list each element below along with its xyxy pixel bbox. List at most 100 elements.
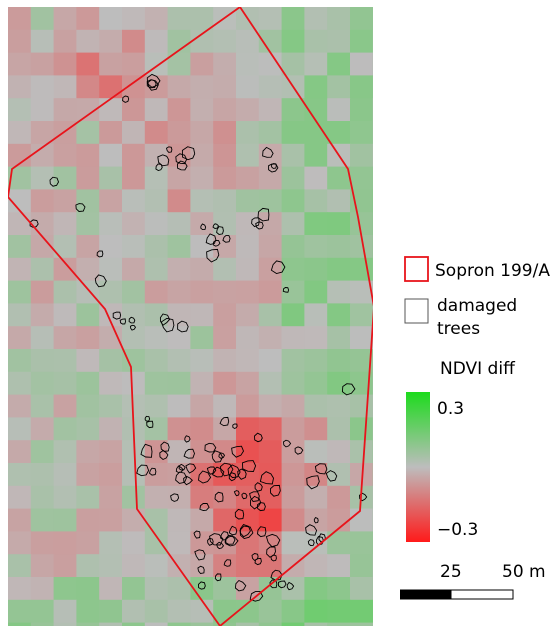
ndvi-raster-cell <box>144 29 169 54</box>
damaged-tree-outline <box>177 320 189 333</box>
damaged-tree-outline <box>218 452 226 459</box>
ndvi-raster-cell <box>327 577 351 601</box>
damaged-tree-outline <box>207 537 214 546</box>
ndvi-raster-cell <box>258 599 283 624</box>
ndvi-raster-cell <box>258 75 283 99</box>
damaged-tree-outline <box>266 546 276 558</box>
ndvi-raster-cell <box>236 463 260 487</box>
ndvi-raster-cell <box>30 417 55 441</box>
damaged-tree-outline <box>313 517 319 524</box>
ndvi-raster-cell <box>53 98 77 122</box>
ndvi-raster-cell <box>76 417 100 441</box>
ndvi-raster-cell <box>167 189 191 213</box>
ndvi-raster-cell <box>304 7 328 31</box>
ndvi-raster-cell <box>99 75 123 99</box>
ndvi-raster-cell <box>327 98 351 122</box>
ndvi-raster-cell <box>76 508 100 532</box>
ndvi-raster-cell <box>144 303 169 327</box>
ndvi-raster-cell <box>30 371 55 396</box>
damaged-tree-outline <box>146 420 154 429</box>
damaged-tree-outline <box>212 466 225 478</box>
ndvi-raster-cell <box>281 189 305 213</box>
ndvi-raster-cell <box>144 531 169 555</box>
damaged-tree-outline <box>314 463 328 475</box>
damaged-tree-outline <box>175 465 184 474</box>
ndvi-raster-cell <box>30 577 55 601</box>
ndvi-raster-cell <box>258 303 283 327</box>
ndvi-raster-cell <box>213 166 237 190</box>
ndvi-raster-cell <box>258 7 283 31</box>
damaged-tree-outline <box>200 223 207 231</box>
ndvi-raster-grid <box>8 7 373 626</box>
ndvi-raster-cell <box>30 52 55 76</box>
ndvi-raster-cell <box>258 29 283 54</box>
ndvi-raster-cell <box>30 463 55 487</box>
ndvi-raster-cell <box>281 212 305 236</box>
ndvi-raster-cell <box>190 189 214 213</box>
ndvi-raster-cell <box>213 303 237 327</box>
ndvi-raster-cell <box>30 166 55 190</box>
ndvi-raster-cell <box>327 349 351 373</box>
ndvi-raster-cell <box>281 257 305 282</box>
ndvi-raster-cell <box>122 75 146 99</box>
scalebar-label-50: 50 m <box>502 562 546 582</box>
ndvi-raster-cell <box>76 98 100 122</box>
map-legend: Sopron 199/A damaged trees NDVI diff 0.3… <box>400 256 550 600</box>
ndvi-raster-cell <box>53 166 77 190</box>
ndvi-raster-cell <box>258 622 283 626</box>
ndvi-raster-cell <box>8 463 32 487</box>
damaged-tree-outline <box>254 482 263 492</box>
ndvi-raster-cell <box>350 508 373 532</box>
ndvi-raster-cell <box>167 75 191 99</box>
ndvi-raster-cell <box>350 371 373 396</box>
ndvi-raster-cell <box>8 440 32 464</box>
damaged-tree-outline <box>249 591 264 602</box>
ndvi-raster-cell <box>167 7 191 31</box>
ndvi-raster-cell <box>281 485 305 510</box>
damaged-trees-legend-label-line2: trees <box>437 319 480 339</box>
ndvi-raster-cell <box>327 7 351 31</box>
ndvi-raster-cell <box>258 371 283 396</box>
ndvi-raster-cell <box>99 463 123 487</box>
ndvi-raster-cell <box>213 463 237 487</box>
ndvi-raster-cell <box>8 303 32 327</box>
ndvi-raster-cell <box>30 143 55 168</box>
ndvi-raster-cell <box>53 75 77 99</box>
ndvi-raster-cell <box>281 326 305 350</box>
ndvi-raster-cell <box>144 463 169 487</box>
damaged-tree-outline <box>157 154 170 167</box>
ndvi-raster-cell <box>76 75 100 99</box>
ndvi-raster-cell <box>122 394 146 418</box>
ndvi-raster-cell <box>327 463 351 487</box>
ndvi-legend-title: NDVI diff <box>440 359 516 379</box>
ndvi-raster-cell <box>236 98 260 122</box>
ndvi-raster-cell <box>122 143 146 168</box>
ndvi-raster-cell <box>304 166 328 190</box>
ndvi-raster-cell <box>304 394 328 418</box>
ndvi-raster-cell <box>53 143 77 168</box>
ndvi-raster-cell <box>190 622 214 626</box>
ndvi-raster-cell <box>76 235 100 259</box>
ndvi-raster-cell <box>350 554 373 578</box>
ndvi-raster-cell <box>190 280 214 304</box>
damaged-tree-outline <box>29 219 39 228</box>
ndvi-raster-cell <box>258 235 283 259</box>
ndvi-raster-cell <box>53 599 77 624</box>
ndvi-raster-cell <box>327 394 351 418</box>
ndvi-raster-cell <box>281 29 305 54</box>
ndvi-raster-cell <box>350 349 373 373</box>
ndvi-raster-cell <box>258 508 283 532</box>
ndvi-raster-cell <box>304 440 328 464</box>
damaged-tree-outline <box>198 581 206 590</box>
ndvi-raster-cell <box>236 121 260 145</box>
ndvi-raster-cell <box>30 531 55 555</box>
ndvi-raster-cell <box>190 75 214 99</box>
ndvi-raster-cell <box>213 508 237 532</box>
ndvi-raster-cell <box>76 440 100 464</box>
ndvi-raster-cell <box>236 212 260 236</box>
ndvi-raster-cell <box>236 371 260 396</box>
damaged-tree-outline <box>178 463 186 471</box>
ndvi-raster-cell <box>122 98 146 122</box>
ndvi-raster-cell <box>30 303 55 327</box>
ndvi-raster-cell <box>122 599 146 624</box>
